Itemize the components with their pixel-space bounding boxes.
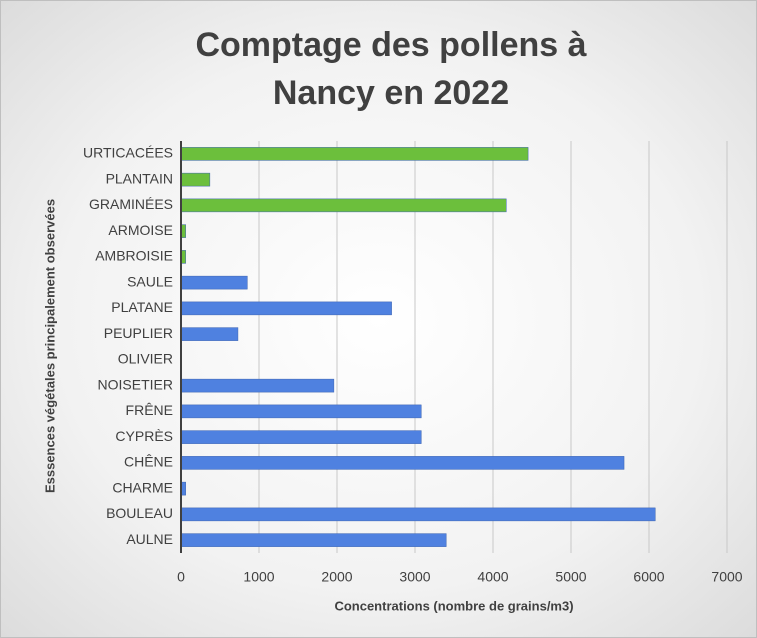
x-tick-label: 1000 bbox=[243, 569, 274, 585]
y-tick-label: PLATANE bbox=[111, 299, 173, 315]
bar bbox=[180, 404, 422, 419]
y-tick-label: CHÊNE bbox=[124, 454, 173, 470]
x-tick-label: 4000 bbox=[477, 569, 508, 585]
y-tick-label: NOISETIER bbox=[98, 376, 173, 392]
bar bbox=[180, 378, 335, 393]
y-axis-label: Esssences végétales principalement obser… bbox=[42, 199, 57, 493]
chart-title: Comptage des pollens à Nancy en 2022 bbox=[195, 26, 587, 112]
x-tick-label: 0 bbox=[177, 569, 185, 585]
y-tick-label: SAULE bbox=[127, 273, 173, 289]
bar bbox=[180, 198, 507, 213]
bar bbox=[180, 456, 625, 470]
y-tick-label: AMBROISIE bbox=[95, 248, 173, 264]
bar bbox=[180, 301, 392, 316]
bar bbox=[180, 430, 422, 444]
y-tick-label: GRAMINÉES bbox=[89, 196, 173, 212]
y-tick-label: BOULEAU bbox=[106, 505, 173, 521]
y-tick-label: FRÊNE bbox=[126, 402, 173, 418]
y-tick-label: PEUPLIER bbox=[104, 325, 173, 341]
x-tick-label: 5000 bbox=[555, 569, 586, 585]
y-tick-label: AULNE bbox=[126, 531, 173, 547]
y-tick-label: ARMOISE bbox=[108, 222, 173, 238]
bar bbox=[180, 147, 529, 161]
y-tick-label: CYPRÈS bbox=[115, 428, 173, 444]
x-axis-label: Concentrations (nombre de grains/m3) bbox=[334, 598, 573, 613]
y-tick-label: CHARME bbox=[112, 479, 173, 495]
x-tick-label: 2000 bbox=[321, 569, 352, 585]
bar bbox=[180, 275, 248, 290]
y-tick-label: URTICACÉES bbox=[83, 145, 173, 161]
y-tick-label: OLIVIER bbox=[118, 351, 173, 367]
x-tick-label: 7000 bbox=[711, 569, 742, 585]
bar bbox=[180, 507, 656, 522]
bar bbox=[180, 533, 447, 547]
bar bbox=[180, 327, 239, 341]
x-tick-label: 3000 bbox=[399, 569, 430, 585]
bar bbox=[180, 172, 211, 187]
y-tick-label: PLANTAIN bbox=[106, 170, 173, 186]
x-tick-label: 6000 bbox=[633, 569, 664, 585]
